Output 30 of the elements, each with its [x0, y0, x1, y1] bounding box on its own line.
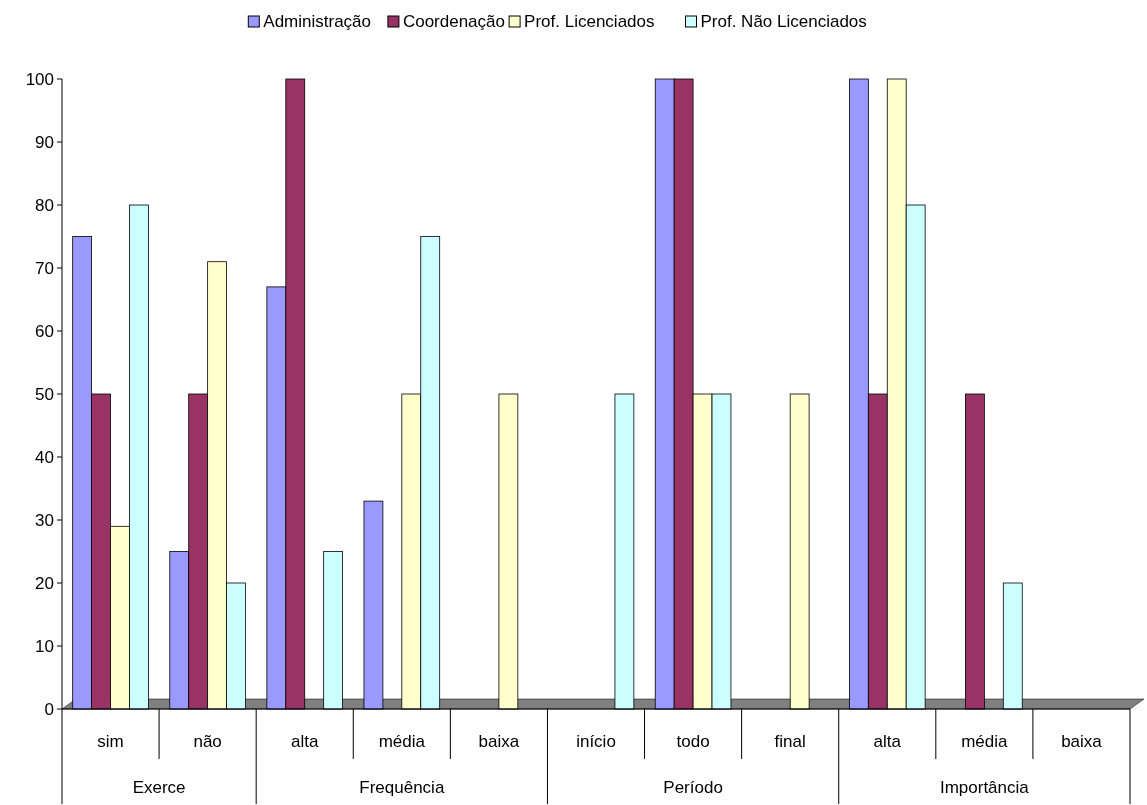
text: Importância [939, 778, 1030, 797]
x-tick-label: todo [676, 732, 710, 751]
x-tick-label: não [193, 732, 222, 751]
text: Frequência [359, 778, 445, 797]
x-tick-label: alta [291, 732, 319, 751]
y-tick-label: 40 [35, 447, 54, 467]
y-tick-label: 0 [44, 699, 54, 719]
x-tick-label: média [961, 732, 1009, 751]
x-tick-label: baixa [1061, 732, 1103, 751]
legend-label: Prof. Licenciados [524, 12, 655, 31]
legend-label: Prof. Não Licenciados [700, 12, 867, 31]
y-tick-label: 10 [35, 636, 54, 656]
x-tick-label: sim [97, 732, 124, 751]
y-tick-label: 80 [35, 195, 54, 215]
y-tick-label: 50 [35, 384, 54, 404]
text: Exerce [132, 778, 186, 797]
y-tick-label: 20 [35, 573, 54, 593]
x-tick-label: início [576, 732, 616, 751]
legend-label: Administração [263, 12, 372, 31]
x-tick-label: final [774, 732, 806, 751]
text: Período [663, 778, 723, 797]
y-tick-label: 60 [35, 321, 54, 341]
y-tick-label: 70 [35, 258, 54, 278]
x-tick-label: baixa [478, 732, 520, 751]
y-tick-label: 30 [35, 510, 54, 530]
x-tick-label: média [378, 732, 426, 751]
y-tick-label: 100 [25, 69, 54, 89]
legend-label: Coordenação [402, 12, 505, 31]
x-tick-label: alta [873, 732, 902, 751]
y-tick-label: 90 [35, 132, 54, 152]
